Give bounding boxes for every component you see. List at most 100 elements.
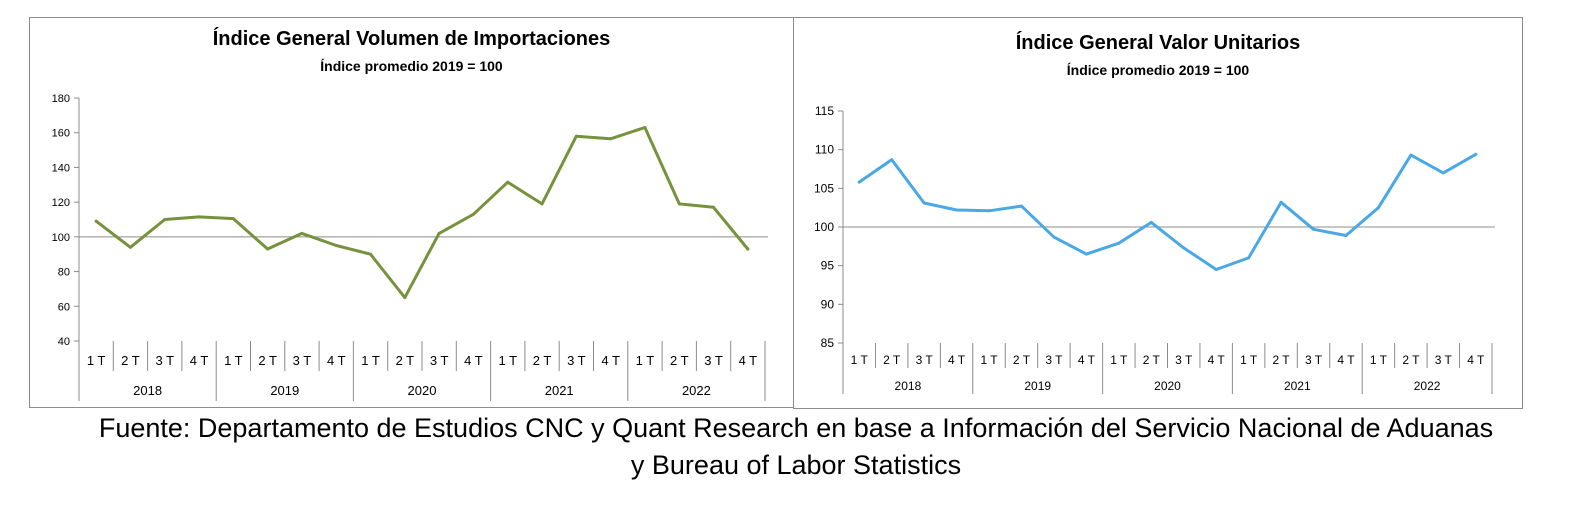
quarter-label: 4 T [601, 353, 620, 368]
year-label: 2020 [408, 383, 437, 398]
data-point [955, 208, 959, 212]
data-point [922, 201, 926, 205]
y-tick-label: 115 [815, 104, 834, 118]
data-point [1474, 152, 1478, 156]
series-line [857, 152, 1478, 271]
data-point [1247, 256, 1251, 260]
quarter-label: 4 T [1078, 353, 1096, 367]
quarter-label: 2 T [1013, 353, 1031, 367]
quarter-label: 1 T [1370, 353, 1388, 367]
quarter-label: 3 T [1175, 353, 1193, 367]
data-point [1149, 220, 1153, 224]
year-label: 2019 [1024, 379, 1051, 393]
data-point [471, 212, 475, 216]
data-point [712, 205, 715, 209]
data-point [437, 231, 441, 235]
quarter-label: 4 T [1208, 353, 1226, 367]
year-label: 2022 [1414, 379, 1441, 393]
y-tick-label: 60 [58, 301, 70, 313]
data-point [1312, 227, 1315, 231]
quarter-label: 4 T [464, 353, 483, 368]
data-point [231, 217, 235, 221]
quarter-label: 1 T [851, 353, 869, 367]
source-line-2: y Bureau of Labor Statistics [630, 450, 962, 480]
data-point [506, 180, 510, 184]
data-point [987, 209, 991, 213]
source-line-1: Fuente: Departamento de Estudios CNC y Q… [98, 413, 1494, 443]
data-point [1117, 241, 1121, 245]
y-tick-label: 100 [814, 220, 834, 234]
year-label: 2019 [270, 383, 299, 398]
year-label: 2020 [1154, 379, 1181, 393]
data-point [1020, 204, 1023, 208]
quarter-label: 1 T [1240, 353, 1258, 367]
quarter-label: 3 T [704, 353, 723, 368]
y-tick-label: 40 [58, 336, 70, 348]
data-point [1409, 153, 1413, 157]
chart-title: Índice General Valor Unitarios [1015, 32, 1301, 54]
data-point [1376, 206, 1380, 210]
quarter-label: 1 T [980, 353, 998, 367]
data-point [677, 202, 681, 206]
line-chart-volumen: 40 60 80 100 120 140 160 180 1 T 2 T 3 T 4 T 1 T 2 T 3… [52, 93, 768, 401]
chart-subtitle: Índice promedio 2019 = 100 [1066, 62, 1250, 78]
data-point [334, 244, 338, 247]
data-point [1084, 252, 1088, 256]
quarter-label: 2 T [883, 353, 901, 367]
y-tick-label: 105 [814, 181, 834, 195]
quarter-label: 3 T [430, 353, 449, 368]
data-point [163, 218, 167, 221]
y-tick-label: 110 [815, 143, 834, 157]
y-tick-label: 100 [52, 232, 70, 244]
data-point [94, 219, 98, 223]
year-label: 2021 [1284, 379, 1311, 393]
y-tick-label: 90 [821, 297, 835, 311]
quarter-label: 4 T [739, 353, 758, 368]
data-point [266, 247, 270, 251]
y-tick-label: 140 [52, 162, 70, 174]
quarter-label: 2 T [1143, 353, 1161, 367]
quarter-label: 2 T [396, 353, 415, 368]
quarter-label: 4 T [190, 353, 209, 368]
data-point [128, 245, 132, 249]
line-chart-valor: 85 90 95 100 105 110 115 1 T 2 T 3 T 4 T 1 T 2 T 3 T 4… [814, 104, 1495, 394]
data-point [1052, 235, 1056, 239]
quarter-label: 3 T [567, 353, 586, 368]
year-label: 2022 [682, 383, 711, 398]
data-point [1441, 171, 1445, 175]
y-tick-label: 80 [58, 267, 70, 279]
quarter-label: 1 T [361, 353, 380, 368]
year-label: 2018 [895, 379, 922, 393]
data-point [890, 158, 894, 162]
quarter-label: 2 T [258, 353, 277, 368]
quarter-label: 2 T [533, 353, 552, 368]
data-point [1214, 268, 1218, 271]
quarter-label: 2 T [1273, 353, 1291, 367]
year-label: 2021 [545, 383, 574, 398]
quarter-label: 1 T [224, 353, 243, 368]
quarter-label: 2 T [1402, 353, 1420, 367]
chart-panel-volumen: Índice General Volumen de Importaciones … [29, 17, 794, 408]
data-point [1344, 234, 1348, 237]
quarter-label: 4 T [327, 353, 346, 368]
data-point [369, 252, 372, 256]
quarter-label: 4 T [1467, 353, 1485, 367]
quarter-label: 3 T [916, 353, 934, 367]
quarter-label: 1 T [498, 353, 517, 368]
quarter-label: 3 T [1435, 353, 1453, 367]
y-tick-label: 95 [821, 259, 835, 273]
data-point [1279, 200, 1283, 204]
quarter-label: 3 T [293, 353, 312, 368]
quarter-label: 4 T [1337, 353, 1355, 367]
quarter-label: 4 T [948, 353, 966, 367]
quarter-label: 3 T [1045, 353, 1063, 367]
y-tick-label: 160 [52, 128, 70, 140]
y-tick-label: 180 [52, 93, 70, 105]
quarter-label: 2 T [670, 353, 689, 368]
data-point [643, 126, 647, 129]
data-point [300, 231, 304, 235]
data-point [609, 137, 613, 141]
data-point [574, 134, 578, 138]
quarter-label: 3 T [155, 353, 174, 368]
data-point [857, 180, 861, 184]
